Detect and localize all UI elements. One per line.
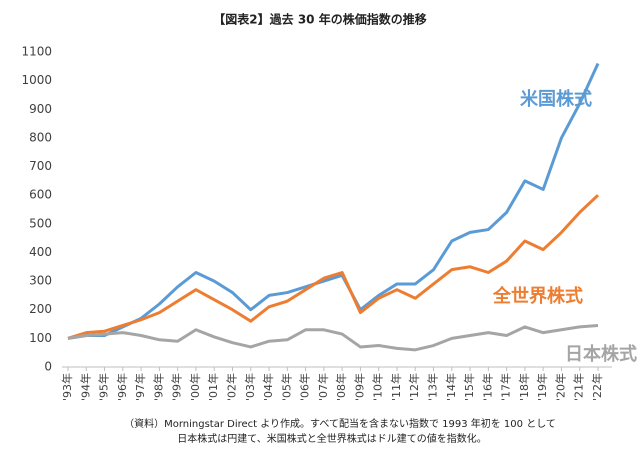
line (67, 62, 600, 340)
x-tick-label: '19年 (535, 373, 549, 401)
y-tick-label: 900 (29, 102, 52, 116)
x-tick-label: '96年 (115, 373, 129, 401)
line (67, 323, 599, 352)
x-tick-label: '00年 (188, 373, 202, 401)
note: 日本株式は円建て、米国株式と全世界株式はドル建ての値を指数化。 (177, 432, 487, 445)
x-tick-label: '03年 (243, 373, 257, 401)
x-tick-label: '16年 (480, 373, 494, 401)
y-tick-label: 200 (29, 302, 52, 316)
x-tick-label: '09年 (352, 373, 366, 401)
note: （資料）Morningstar Direct より作成。すべて配当を含まない指数… (124, 417, 556, 430)
x-tick-label: '21年 (572, 373, 586, 401)
x-tick-label: '06年 (298, 373, 312, 401)
y-tick-label: 1100 (21, 45, 52, 59)
x-tick-label: '99年 (170, 373, 184, 401)
x-tick-label: '97年 (133, 373, 147, 401)
y-tick-label: 500 (29, 216, 52, 230)
y-tick-label: 300 (29, 274, 52, 288)
x-tick-label: '05年 (279, 373, 293, 401)
series-label: 全世界株式 (492, 285, 583, 307)
x-tick-label: '15年 (462, 373, 476, 401)
x-tick-label: '01年 (206, 373, 220, 401)
series-label: 米国株式 (520, 88, 592, 110)
x-tick-label: '11年 (389, 373, 403, 401)
x-tick-label: '07年 (316, 373, 330, 401)
x-tick-label: '20年 (553, 373, 567, 401)
y-tick-label: 100 (29, 331, 52, 345)
y-tick-label: 700 (29, 159, 52, 173)
y-tick-label: 600 (29, 188, 52, 202)
y-tick-label: 800 (29, 130, 52, 144)
x-tick-label: '10年 (371, 373, 385, 401)
x-tick-label: '14年 (444, 373, 458, 401)
x-tick-label: '04年 (261, 373, 275, 401)
series-label: 日本株式 (565, 343, 637, 365)
x-tick-label: '18年 (517, 373, 531, 401)
y-tick-label: 0 (44, 360, 52, 374)
x-tick-label: '22年 (590, 373, 604, 401)
x-tick-label: '95年 (97, 373, 111, 401)
chart-title: 【図表2】過去 30 年の株価指数の推移 (213, 12, 426, 27)
y-tick-label: 400 (29, 245, 52, 259)
x-tick-label: '12年 (407, 373, 421, 401)
y-tick-label: 1000 (21, 73, 52, 87)
x-tick-label: '08年 (334, 373, 348, 401)
x-tick-label: '13年 (426, 373, 440, 401)
x-tick-label: '93年 (60, 373, 74, 401)
x-tick-label: '98年 (151, 373, 165, 401)
line (67, 194, 600, 340)
x-tick-label: '94年 (78, 373, 92, 401)
x-tick-label: '02年 (224, 373, 238, 401)
x-tick-label: '17年 (499, 373, 513, 401)
